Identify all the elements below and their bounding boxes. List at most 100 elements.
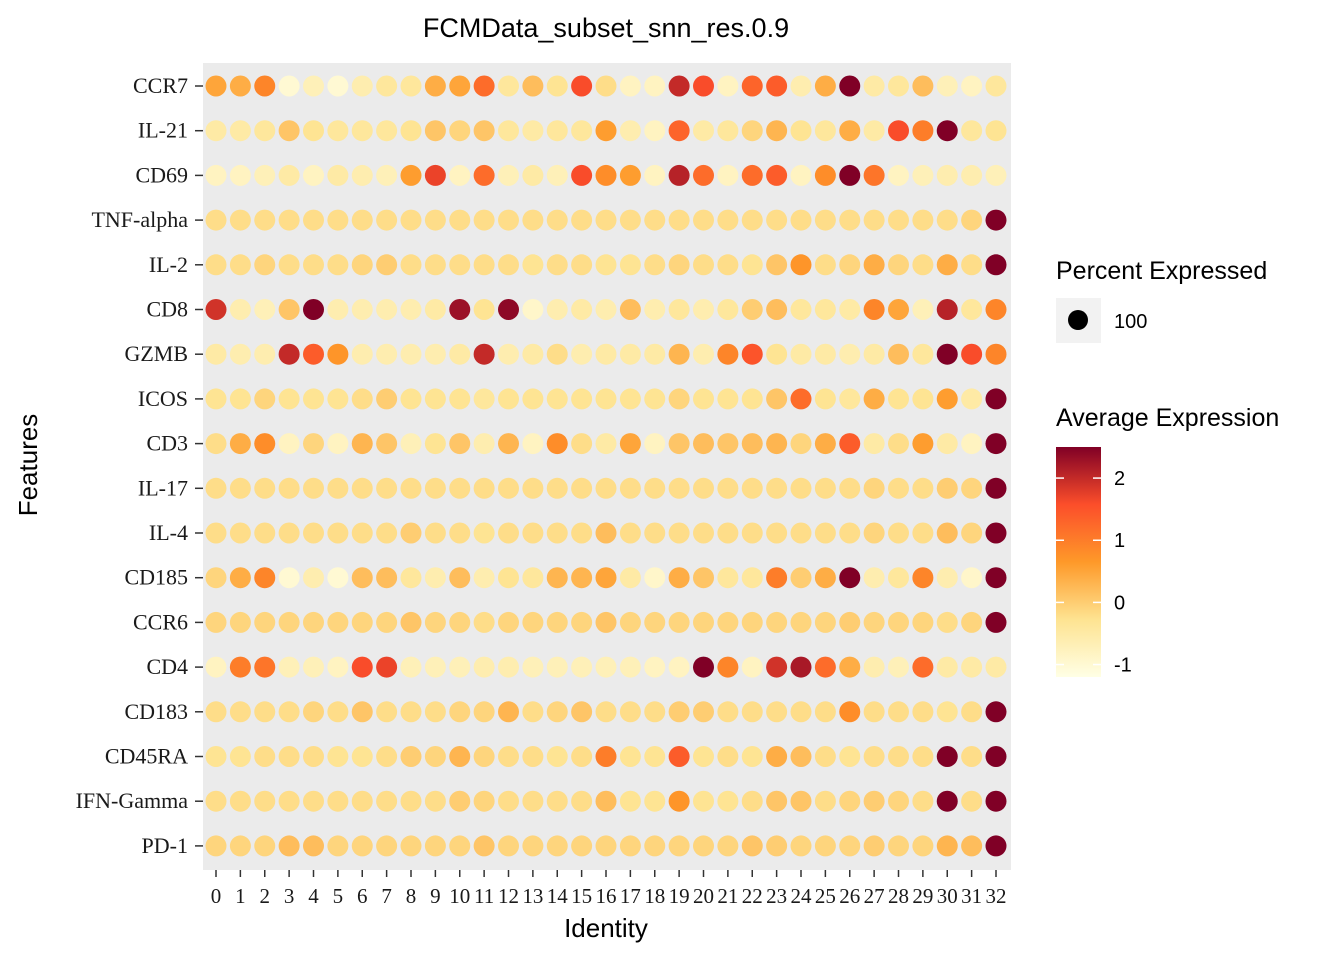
- dot: [863, 164, 885, 186]
- dot: [400, 388, 422, 410]
- dot: [424, 522, 446, 544]
- dot: [254, 299, 276, 320]
- x-tick-label: 21: [717, 884, 738, 908]
- color-legend: Average Expression -1 0 1 2: [1056, 404, 1279, 677]
- dot: [863, 343, 885, 365]
- dot: [229, 522, 251, 544]
- dot: [839, 433, 861, 455]
- x-tick-label: 3: [284, 884, 295, 908]
- dot: [571, 209, 593, 231]
- dot: [205, 790, 227, 812]
- dot: [254, 835, 276, 857]
- dot: [522, 120, 544, 142]
- dot: [717, 522, 739, 544]
- dot: [741, 656, 763, 678]
- dot: [498, 75, 519, 97]
- dot: [595, 567, 617, 589]
- dot: [400, 701, 422, 723]
- dot: [303, 611, 324, 633]
- dot: [839, 522, 861, 544]
- dot: [766, 522, 788, 544]
- dot: [766, 790, 788, 812]
- x-tick-label: 26: [839, 884, 860, 908]
- dot: [863, 656, 885, 678]
- dot: [449, 388, 471, 410]
- dot: [473, 343, 495, 365]
- dot: [912, 209, 934, 231]
- dot: [839, 209, 861, 231]
- dot: [766, 209, 788, 231]
- dot: [449, 299, 471, 320]
- dot: [400, 835, 422, 857]
- dot: [961, 75, 983, 97]
- dot: [717, 254, 739, 276]
- dot: [693, 746, 714, 767]
- dot: [546, 656, 568, 678]
- x-tick-label: 10: [449, 884, 470, 908]
- dot: [522, 254, 544, 276]
- dot: [717, 567, 739, 589]
- dot: [717, 120, 739, 142]
- dot: [351, 164, 373, 186]
- dot: [400, 343, 422, 365]
- dot: [229, 477, 251, 499]
- dot: [619, 656, 641, 678]
- dot: [814, 209, 836, 231]
- dot: [644, 343, 666, 365]
- x-tick-label: 7: [381, 884, 392, 908]
- dot: [936, 75, 958, 97]
- dot: [229, 299, 251, 320]
- dot: [303, 656, 324, 678]
- dot: [424, 790, 446, 812]
- y-tick-label: TNF-alpha: [91, 207, 188, 232]
- dot: [693, 567, 714, 589]
- dot: [351, 790, 373, 812]
- dot: [741, 164, 763, 186]
- dot: [571, 254, 593, 276]
- dot: [522, 433, 544, 455]
- y-tick-label: CD4: [146, 654, 188, 679]
- dot: [351, 701, 373, 723]
- dot: [498, 611, 519, 633]
- dot: [376, 746, 398, 767]
- dot: [790, 433, 812, 455]
- dot: [790, 656, 812, 678]
- dot: [839, 701, 861, 723]
- dot: [790, 477, 812, 499]
- dot: [424, 611, 446, 633]
- dot: [546, 790, 568, 812]
- dot: [741, 477, 763, 499]
- size-legend: Percent Expressed 100: [1056, 257, 1267, 343]
- dot: [790, 522, 812, 544]
- dot: [717, 835, 739, 857]
- dot: [205, 388, 227, 410]
- dot: [473, 164, 495, 186]
- dot: [814, 164, 836, 186]
- dot: [498, 388, 519, 410]
- dot: [961, 790, 983, 812]
- size-legend-dot: [1068, 310, 1088, 330]
- dot: [400, 433, 422, 455]
- dot: [717, 299, 739, 320]
- dot: [741, 790, 763, 812]
- dot: [619, 835, 641, 857]
- dot: [351, 120, 373, 142]
- dot: [595, 75, 617, 97]
- dot: [498, 254, 519, 276]
- dot: [693, 343, 714, 365]
- dot: [498, 835, 519, 857]
- dot: [693, 522, 714, 544]
- dot: [912, 835, 934, 857]
- dot: [449, 164, 471, 186]
- dot: [766, 477, 788, 499]
- dot: [839, 120, 861, 142]
- dot: [449, 254, 471, 276]
- dot: [644, 388, 666, 410]
- dot: [278, 120, 300, 142]
- dot: [229, 209, 251, 231]
- dot: [595, 388, 617, 410]
- dot: [741, 299, 763, 320]
- dot: [912, 343, 934, 365]
- y-axis-title: Features: [13, 414, 43, 517]
